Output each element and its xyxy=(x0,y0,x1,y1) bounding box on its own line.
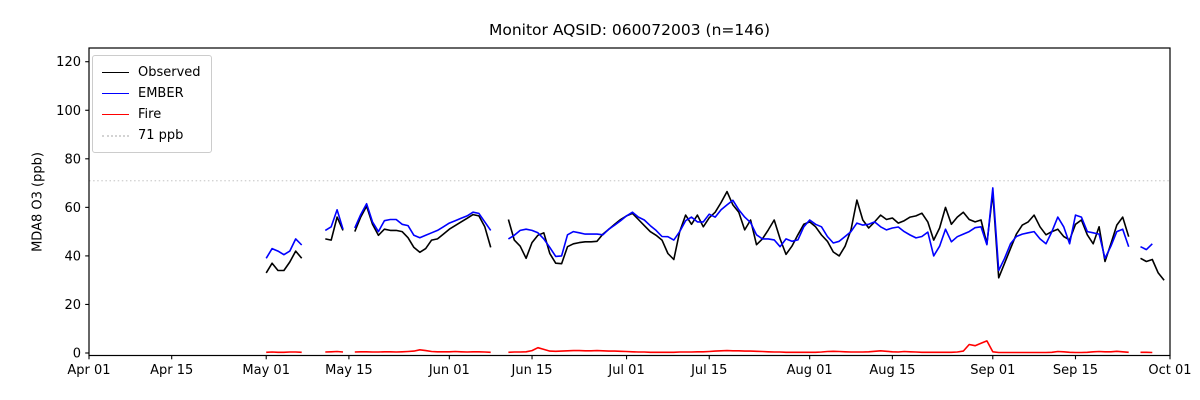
series-line-fire xyxy=(266,340,1153,354)
legend-line-swatch xyxy=(102,93,129,94)
x-tick-label: May 01 xyxy=(242,363,290,378)
series-line-ember xyxy=(265,187,1153,272)
legend-label: 71 ppb xyxy=(138,128,184,143)
x-tick-label: Oct 01 xyxy=(1148,363,1191,378)
x-tick-label: Jul 01 xyxy=(607,363,644,378)
x-tick-label: Jun 15 xyxy=(511,363,553,378)
chart-title: Monitor AQSID: 060072003 (n=146) xyxy=(488,21,771,39)
y-tick-label: 40 xyxy=(64,249,81,264)
legend-label: Observed xyxy=(138,65,201,80)
x-tick-label: Jun 01 xyxy=(428,363,470,378)
plot-border xyxy=(88,47,1171,357)
x-tick-label: Sep 01 xyxy=(970,363,1015,378)
x-tick-label: Sep 15 xyxy=(1053,363,1098,378)
series-line-observed xyxy=(265,190,1165,281)
x-tick-label: Apr 01 xyxy=(67,363,110,378)
y-tick-label: 80 xyxy=(64,152,81,167)
legend-label: Fire xyxy=(138,107,162,122)
y-tick-label: 20 xyxy=(64,298,81,313)
legend-item-71-ppb: 71 ppb xyxy=(102,125,201,146)
legend-line-swatch xyxy=(102,134,129,137)
legend-line-swatch xyxy=(102,72,129,73)
x-tick-label: Aug 15 xyxy=(869,363,915,378)
y-axis-label: MDA8 O3 (ppb) xyxy=(30,152,46,252)
legend-item-observed: Observed xyxy=(102,62,201,83)
y-tick-label: 100 xyxy=(56,104,81,119)
x-tick-label: Apr 15 xyxy=(150,363,193,378)
x-tick-label: Aug 01 xyxy=(787,363,833,378)
legend-item-ember: EMBER xyxy=(102,83,201,104)
y-tick-label: 0 xyxy=(73,346,81,361)
y-tick-label: 120 xyxy=(56,55,81,70)
legend-line-swatch xyxy=(102,114,129,115)
legend-label: EMBER xyxy=(138,86,184,101)
y-tick-label: 60 xyxy=(64,201,81,216)
legend: Observed EMBER Fire 71 ppb xyxy=(92,55,212,153)
x-tick-label: Jul 15 xyxy=(690,363,727,378)
legend-item-fire: Fire xyxy=(102,104,201,125)
x-tick-label: May 15 xyxy=(325,363,373,378)
